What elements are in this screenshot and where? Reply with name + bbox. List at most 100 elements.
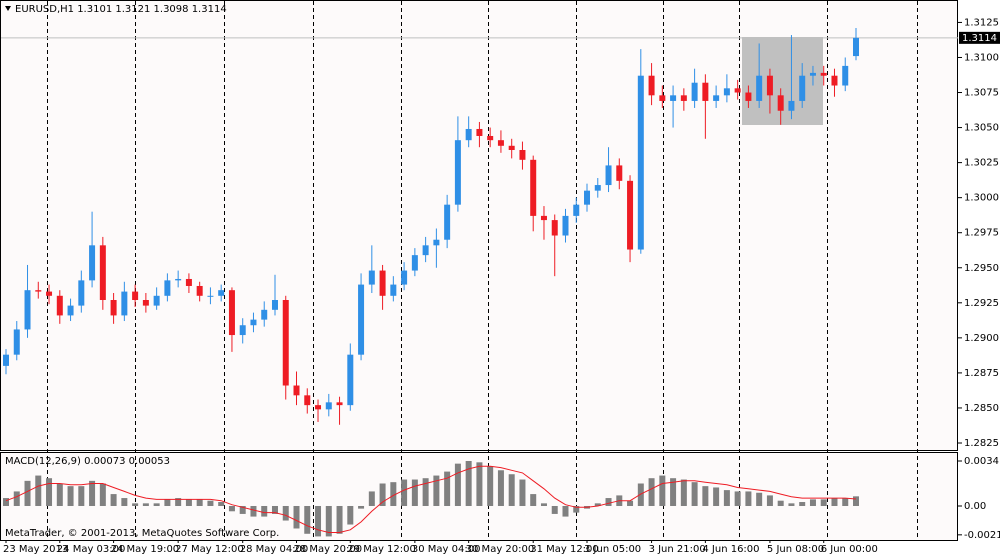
menu-arrow[interactable]: [5, 6, 11, 11]
candle-body: [637, 75, 644, 250]
candle-body: [271, 300, 278, 310]
x-tick-label: 30 May 20:00: [466, 544, 535, 555]
candle-body: [659, 95, 666, 101]
candle-body: [379, 270, 386, 296]
macd-bar: [67, 486, 74, 506]
candle-body: [680, 95, 687, 101]
candle-body: [164, 280, 171, 296]
macd-bar: [573, 505, 580, 513]
y-tick-label: 1.2975: [964, 228, 999, 239]
macd-bar: [401, 479, 408, 506]
macd-bar: [627, 500, 634, 506]
macd-bar: [702, 486, 709, 506]
candle-body: [89, 245, 96, 281]
candle-body: [218, 290, 225, 296]
candle-body: [540, 215, 547, 221]
macd-bar: [648, 478, 655, 506]
candle-body: [282, 300, 289, 386]
x-tick-label: 28 May 04:00: [240, 544, 309, 555]
macd-bar: [121, 498, 128, 506]
macd-bar: [594, 503, 601, 506]
candle-body: [519, 150, 526, 160]
candle-body: [110, 300, 117, 316]
macd-bar: [110, 494, 117, 506]
selection-rectangle: [742, 37, 823, 125]
macd-bar: [842, 498, 849, 506]
x-tick-label: 6 Jun 00:00: [821, 544, 878, 555]
candle-body: [56, 295, 63, 316]
y-tick-label: 0.0034: [964, 456, 999, 467]
candle-body: [207, 295, 214, 297]
macd-bar: [3, 498, 9, 506]
candle-body: [422, 245, 429, 256]
candle-body: [13, 329, 20, 355]
macd-bar: [207, 500, 214, 506]
candle-body: [487, 135, 494, 141]
candle-body: [433, 239, 440, 246]
macd-bar: [497, 470, 504, 506]
y-tick-label: 1.2850: [964, 403, 999, 414]
day-separators: [47, 1, 918, 540]
macd-bar: [433, 475, 440, 506]
macd-bar: [390, 482, 397, 506]
macd-bar: [315, 505, 322, 537]
x-tick-label: 30 May 04:00: [412, 544, 481, 555]
macd-bar: [809, 499, 816, 506]
candle-body: [691, 82, 698, 101]
candle-body: [508, 145, 515, 150]
y-tick-label: -0.00218: [964, 530, 1000, 541]
macd-bar: [24, 480, 31, 506]
macd-bar: [175, 498, 182, 506]
current-price-label: 1.3114: [962, 33, 997, 44]
candle-body: [766, 75, 773, 96]
macd-bar: [271, 505, 278, 514]
candle-body: [831, 75, 838, 86]
candle-body: [853, 37, 859, 57]
macd-bar: [358, 505, 365, 509]
macd-bar: [336, 505, 343, 534]
macd-bar: [680, 479, 687, 506]
candle-body: [304, 395, 311, 406]
y-tick-label: 0.00: [964, 501, 986, 512]
macd-bar: [228, 505, 235, 512]
candle-body: [315, 405, 322, 410]
macd-bar: [304, 505, 311, 534]
macd-bar: [637, 483, 644, 506]
candle-body: [562, 215, 569, 236]
macd-bar: [411, 479, 418, 506]
macd-bar: [196, 499, 203, 506]
candle-body: [261, 309, 268, 320]
macd-bar: [756, 492, 763, 506]
candle-body: [99, 245, 106, 300]
macd-bar: [46, 478, 53, 506]
macd-bar: [659, 475, 666, 506]
macd-bar: [444, 471, 451, 506]
y-tick-label: 1.3025: [964, 158, 999, 169]
macd-bar: [465, 460, 472, 506]
macd-bar: [35, 475, 42, 506]
candle-body: [454, 140, 461, 205]
macd-bar: [347, 505, 354, 525]
macd-bar: [379, 483, 386, 506]
candle-body: [809, 72, 816, 76]
candle-body: [670, 95, 677, 101]
x-tick-label: 4 Jun 16:00: [702, 544, 759, 555]
macd-bar: [239, 505, 246, 514]
x-tick-label: 31 May 12:00: [530, 544, 599, 555]
y-tick-label: 1.2900: [964, 333, 999, 344]
macd-bar: [713, 487, 720, 506]
x-tick-label: 24 May 03:00: [57, 544, 126, 555]
candle-body: [78, 280, 85, 306]
candle-body: [228, 290, 235, 336]
x-tick-label: 23 May 2013: [3, 544, 68, 555]
macd-bar: [185, 499, 192, 506]
candle-body: [616, 165, 623, 181]
candle-body: [530, 159, 537, 216]
candle-body: [325, 402, 332, 410]
candle-body: [745, 92, 752, 101]
macd-bar: [99, 483, 106, 506]
candle-body: [799, 75, 806, 101]
candle-body: [185, 278, 192, 286]
macd-bar: [487, 466, 494, 506]
macd-bar: [422, 478, 429, 506]
